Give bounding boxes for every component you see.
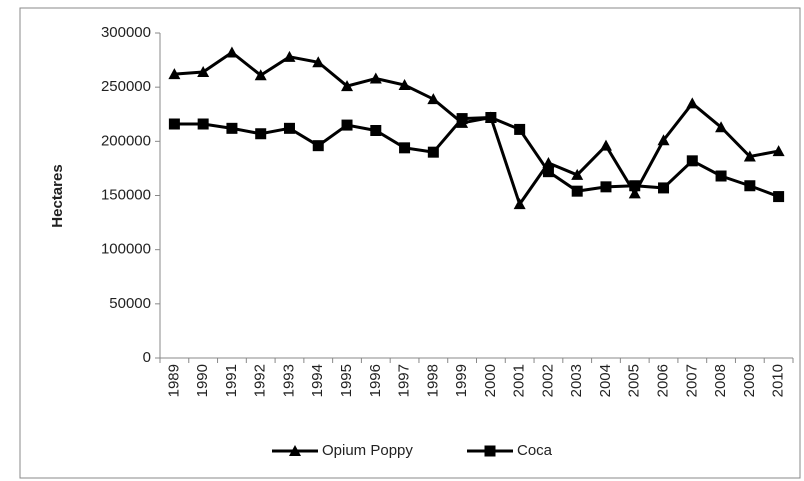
data-point xyxy=(628,187,641,199)
data-point xyxy=(686,155,698,167)
x-tick-label: 1994 xyxy=(309,364,326,397)
data-point xyxy=(599,139,612,151)
x-tick-label: 1992 xyxy=(252,364,269,397)
data-point xyxy=(571,185,583,197)
data-point xyxy=(743,150,756,162)
y-tick-label: 100000 xyxy=(101,241,151,258)
x-tick-label: 2002 xyxy=(539,364,556,397)
x-tick-label: 2001 xyxy=(511,364,528,397)
data-point xyxy=(744,180,756,192)
x-tick-label: 1996 xyxy=(367,364,384,397)
legend-marker xyxy=(484,445,496,457)
y-tick-label: 200000 xyxy=(101,132,151,149)
y-axis-label: Hectares xyxy=(49,164,66,227)
data-point xyxy=(341,119,353,131)
data-point xyxy=(197,66,210,77)
data-point xyxy=(312,56,325,68)
legend-label: Opium Poppy xyxy=(322,442,413,459)
data-point xyxy=(658,182,670,194)
data-point xyxy=(513,198,526,210)
data-point xyxy=(168,68,181,80)
y-tick-label: 250000 xyxy=(101,78,151,95)
data-point xyxy=(715,121,728,133)
x-tick-label: 2003 xyxy=(568,364,585,397)
data-point xyxy=(686,97,699,109)
x-tick-label: 2009 xyxy=(741,364,758,397)
x-tick-label: 1997 xyxy=(396,364,413,397)
x-tick-label: 2008 xyxy=(712,364,729,397)
x-tick-label: 1995 xyxy=(338,364,355,397)
x-tick-label: 2004 xyxy=(597,364,614,397)
legend-marker xyxy=(289,445,301,456)
x-tick-label: 2010 xyxy=(770,364,787,397)
data-point xyxy=(226,122,238,134)
data-point xyxy=(255,128,267,140)
data-point xyxy=(312,140,324,152)
x-tick-label: 1998 xyxy=(424,364,441,397)
data-point xyxy=(398,79,411,90)
x-tick-label: 2005 xyxy=(626,364,643,397)
x-tick-label: 2006 xyxy=(654,364,671,397)
data-point xyxy=(225,46,238,58)
data-point xyxy=(341,80,354,92)
data-point xyxy=(514,123,526,135)
y-tick-label: 0 xyxy=(143,349,151,366)
x-tick-label: 2007 xyxy=(683,364,700,397)
data-point xyxy=(168,118,180,130)
data-point xyxy=(772,145,785,157)
data-point xyxy=(600,181,612,193)
x-tick-label: 1993 xyxy=(280,364,297,397)
legend-label: Coca xyxy=(517,442,553,459)
data-point xyxy=(399,142,411,154)
x-tick-label: 1991 xyxy=(223,364,240,397)
series-line xyxy=(174,50,779,208)
data-point xyxy=(657,134,670,146)
data-point xyxy=(773,191,785,203)
data-point xyxy=(370,125,382,136)
data-point xyxy=(283,122,295,134)
data-point xyxy=(456,113,468,125)
series-line xyxy=(174,115,780,198)
y-tick-label: 300000 xyxy=(101,24,151,41)
x-tick-label: 1990 xyxy=(194,364,211,397)
chart-border xyxy=(19,7,801,479)
data-point xyxy=(369,72,382,84)
y-tick-label: 50000 xyxy=(109,295,151,312)
data-point xyxy=(427,146,439,158)
data-point xyxy=(715,170,727,182)
data-point xyxy=(571,168,584,180)
x-tick-label: 1999 xyxy=(453,364,470,397)
data-point xyxy=(629,180,641,192)
data-point xyxy=(542,166,554,178)
data-point xyxy=(485,112,497,123)
data-point xyxy=(427,93,440,105)
data-point xyxy=(197,118,209,130)
x-tick-label: 2000 xyxy=(482,364,499,397)
data-point xyxy=(254,69,267,81)
data-point xyxy=(283,50,296,62)
y-tick-label: 150000 xyxy=(101,186,151,203)
x-tick-label: 1989 xyxy=(165,364,182,397)
